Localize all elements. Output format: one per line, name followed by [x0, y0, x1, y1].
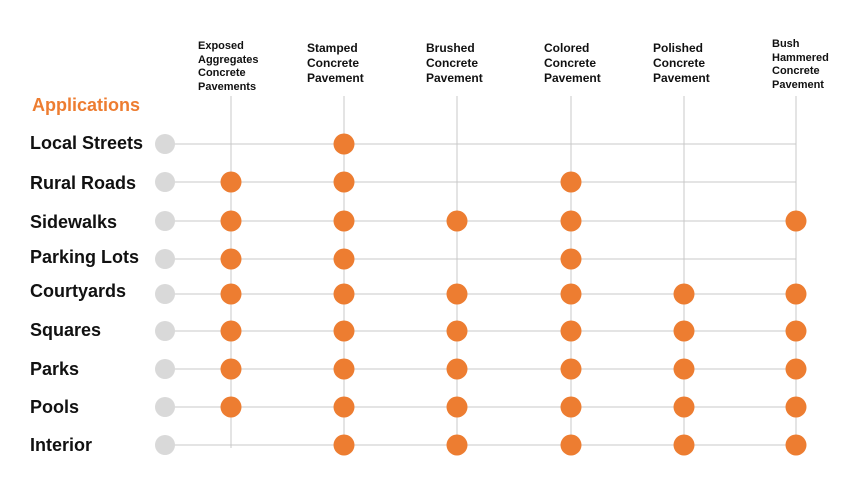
row-marker-dot: [155, 435, 175, 455]
col-header-colored: Colored Concrete Pavement: [544, 41, 601, 85]
applies-dot: [785, 283, 807, 305]
row-label-squares: Squares: [30, 320, 102, 340]
applies-dot: [673, 358, 695, 380]
row-marker-dot: [155, 172, 175, 192]
applies-dot: [333, 133, 355, 155]
applies-dot: [446, 358, 468, 380]
applies-dot: [785, 358, 807, 380]
applies-dot: [220, 248, 242, 270]
applies-dot: [333, 396, 355, 418]
applies-dot: [560, 248, 582, 270]
row-marker-dot: [155, 397, 175, 417]
col-header-polished: Polished Concrete Pavement: [653, 41, 710, 85]
applies-dot: [446, 283, 468, 305]
row-label-sidewalks: Sidewalks: [30, 212, 118, 232]
applies-dot: [673, 396, 695, 418]
applies-dot: [560, 396, 582, 418]
applies-dot: [220, 283, 242, 305]
applies-dot: [785, 434, 807, 456]
row-label-interior: Interior: [30, 435, 93, 455]
applies-dot: [333, 171, 355, 193]
applies-dot: [560, 210, 582, 232]
row-marker-dot: [155, 249, 175, 269]
applies-dot: [673, 434, 695, 456]
applies-dot: [220, 358, 242, 380]
applies-dot: [220, 171, 242, 193]
col-header-exposed-aggregates: Exposed Aggregates Concrete Pavements: [198, 40, 259, 93]
applies-dot: [560, 283, 582, 305]
row-label-courtyards: Courtyards: [30, 281, 127, 301]
applies-dot: [333, 210, 355, 232]
applies-dot: [446, 396, 468, 418]
applies-dot: [446, 434, 468, 456]
row-marker-dot: [155, 321, 175, 341]
applies-dot: [333, 283, 355, 305]
applies-dot: [220, 396, 242, 418]
row-label-local-streets: Local Streets: [30, 133, 144, 153]
applies-dot: [785, 210, 807, 232]
row-label-pools: Pools: [30, 397, 80, 417]
col-header-stamped: Stamped Concrete Pavement: [307, 41, 364, 85]
applies-dot: [333, 248, 355, 270]
applies-dot: [220, 320, 242, 342]
applies-dot: [785, 396, 807, 418]
applies-dot: [446, 210, 468, 232]
applies-dot: [446, 320, 468, 342]
applies-dot: [673, 320, 695, 342]
row-label-parking-lots: Parking Lots: [30, 247, 140, 267]
row-label-parks: Parks: [30, 359, 80, 379]
col-header-brushed: Brushed Concrete Pavement: [426, 41, 483, 85]
applies-dot: [333, 358, 355, 380]
row-marker-dot: [155, 211, 175, 231]
applies-dot: [560, 171, 582, 193]
applies-dot: [673, 283, 695, 305]
row-marker-dot: [155, 359, 175, 379]
row-label-rural-roads: Rural Roads: [30, 173, 137, 193]
row-marker-dot: [155, 284, 175, 304]
applies-dot: [785, 320, 807, 342]
row-marker-dot: [155, 134, 175, 154]
applies-dot: [333, 434, 355, 456]
applies-dot: [333, 320, 355, 342]
applies-dot: [560, 358, 582, 380]
applies-dot: [560, 434, 582, 456]
section-title: Applications: [32, 95, 141, 115]
col-header-bush-hammered: Bush Hammered Concrete Pavement: [772, 38, 829, 91]
applies-dot: [560, 320, 582, 342]
applies-dot: [220, 210, 242, 232]
